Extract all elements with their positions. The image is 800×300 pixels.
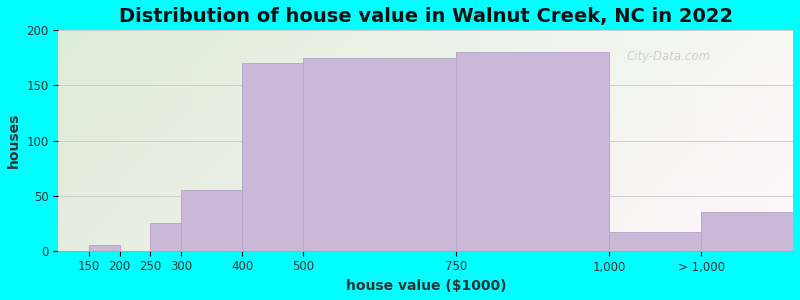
Bar	[89, 245, 120, 251]
Bar	[242, 63, 303, 251]
Bar	[702, 212, 793, 251]
X-axis label: house value ($1000): house value ($1000)	[346, 279, 506, 293]
Bar	[610, 232, 702, 251]
Title: Distribution of house value in Walnut Creek, NC in 2022: Distribution of house value in Walnut Cr…	[118, 7, 733, 26]
Bar	[303, 58, 456, 251]
Text: City-Data.com: City-Data.com	[626, 50, 710, 63]
Bar	[150, 223, 181, 251]
Bar	[181, 190, 242, 251]
Y-axis label: houses: houses	[7, 113, 21, 168]
Bar	[456, 52, 610, 251]
